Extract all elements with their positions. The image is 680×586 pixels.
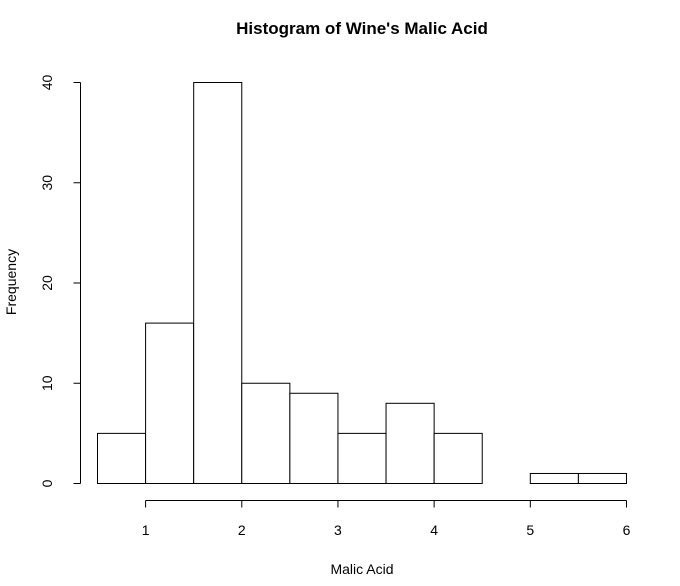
y-axis-label: Frequency xyxy=(3,249,19,315)
x-tick-label: 4 xyxy=(430,522,438,538)
x-tick-label: 1 xyxy=(142,522,150,538)
histogram-bar xyxy=(145,322,195,484)
y-tick-label: 30 xyxy=(39,175,55,191)
histogram-bar xyxy=(97,432,147,484)
bars-group xyxy=(97,82,628,485)
x-tick-label: 3 xyxy=(334,522,342,538)
histogram-bar xyxy=(577,472,628,485)
histogram-bar xyxy=(193,82,243,484)
x-tick-label: 2 xyxy=(238,522,246,538)
y-tick-label: 10 xyxy=(39,375,55,391)
x-axis: 1 2 3 4 5 6 xyxy=(142,500,631,538)
chart-title: Histogram of Wine's Malic Acid xyxy=(236,19,488,38)
y-tick-label: 0 xyxy=(39,479,55,487)
histogram-bar xyxy=(241,382,291,484)
histogram-bar xyxy=(529,472,579,485)
x-axis-label: Malic Acid xyxy=(330,561,393,577)
x-tick-label: 6 xyxy=(623,522,631,538)
histogram-bar xyxy=(385,402,435,484)
histogram-bar xyxy=(289,392,339,484)
y-tick-label: 20 xyxy=(39,275,55,291)
histogram-bar xyxy=(433,432,483,484)
y-tick-label: 40 xyxy=(39,75,55,91)
x-tick-label: 5 xyxy=(526,522,534,538)
y-axis: 0 10 20 30 40 xyxy=(39,75,81,487)
histogram-bar xyxy=(337,432,387,484)
